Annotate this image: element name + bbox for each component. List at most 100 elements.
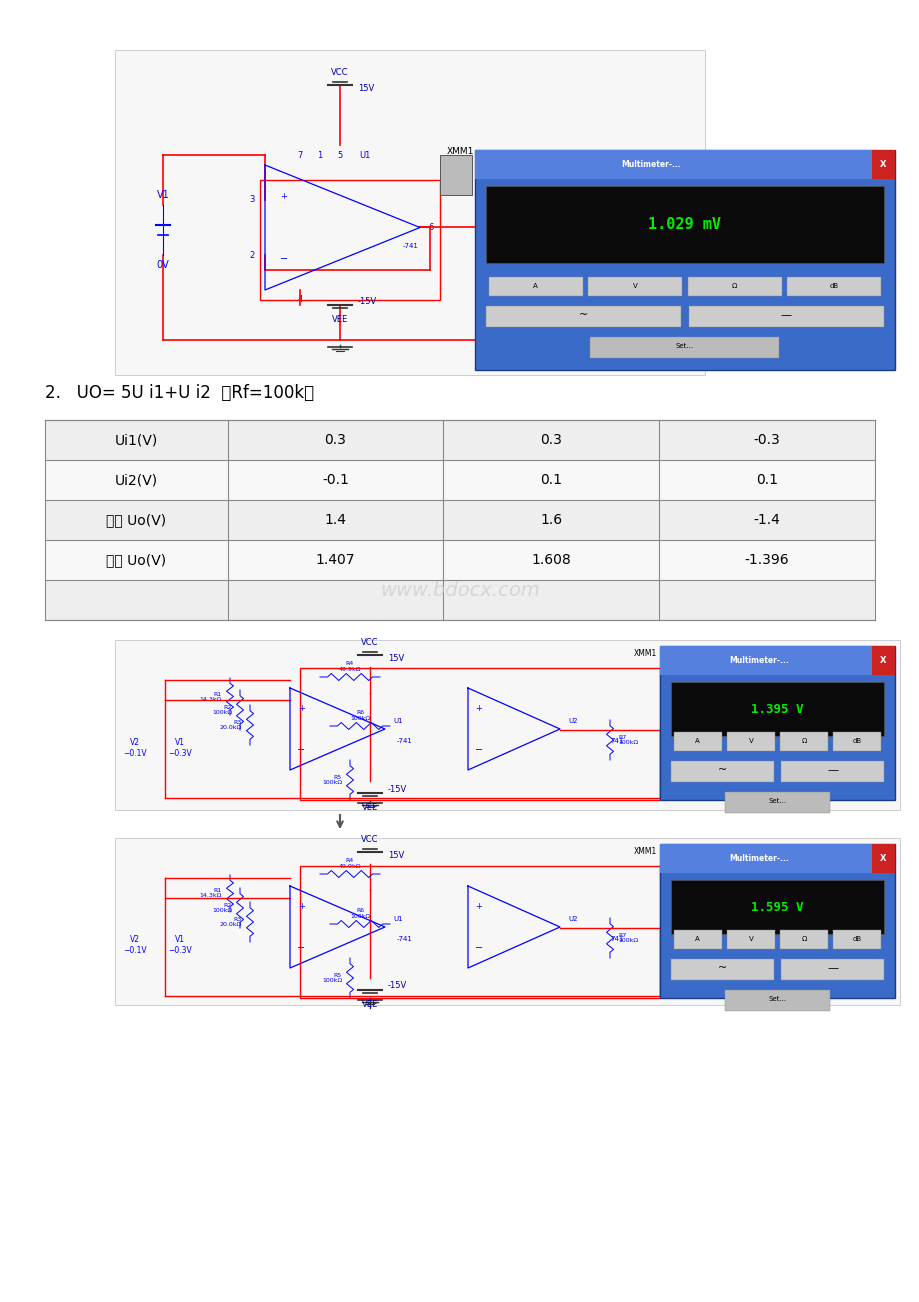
Bar [45, 579, 874, 620]
Bar [590, 337, 778, 358]
Text: R5
100kΩ: R5 100kΩ [322, 775, 342, 785]
Text: X: X [879, 160, 886, 169]
Bar [726, 732, 774, 750]
Text: Ω: Ω [732, 284, 737, 289]
Text: dB: dB [852, 936, 861, 943]
Bar [687, 277, 781, 296]
Bar [670, 682, 883, 737]
Text: V1
−0.3V: V1 −0.3V [168, 738, 192, 758]
Bar [833, 732, 880, 750]
Text: +: + [280, 191, 287, 201]
Text: Ui2(V): Ui2(V) [115, 473, 158, 487]
Text: ~: ~ [717, 963, 726, 973]
Bar [673, 931, 720, 949]
Bar [45, 540, 874, 579]
Text: R7
100kΩ: R7 100kΩ [618, 932, 638, 944]
Text: Ω: Ω [800, 936, 806, 943]
Text: +: + [475, 902, 482, 911]
Bar [115, 641, 899, 810]
Text: −: − [474, 745, 482, 754]
Text: V1: V1 [156, 190, 169, 201]
Bar [439, 155, 471, 195]
Text: 1.029 mV: 1.029 mV [648, 217, 720, 233]
Text: A: A [695, 936, 699, 943]
Text: 0.3: 0.3 [324, 434, 346, 447]
Bar [260, 180, 439, 299]
Bar [871, 844, 894, 872]
Bar [115, 838, 899, 1005]
Text: U1: U1 [392, 917, 403, 922]
Text: 1.395 V: 1.395 V [751, 703, 803, 716]
Text: 0.3: 0.3 [539, 434, 562, 447]
Text: XMM1: XMM1 [632, 846, 656, 855]
Bar [787, 277, 880, 296]
Text: -0.3: -0.3 [753, 434, 779, 447]
Text: 2: 2 [249, 250, 255, 259]
Text: V1
−0.3V: V1 −0.3V [168, 935, 192, 954]
Text: 15V: 15V [388, 655, 403, 664]
Bar [670, 880, 883, 935]
Text: R4
49.9kΩ: R4 49.9kΩ [338, 661, 361, 672]
Text: —: — [826, 963, 837, 973]
Text: 0.1: 0.1 [539, 473, 562, 487]
Bar [474, 150, 894, 178]
Text: U1: U1 [359, 151, 370, 160]
Text: R6
100kΩ: R6 100kΩ [349, 710, 369, 721]
Text: 15V: 15V [357, 85, 374, 94]
Text: R1
14.3kΩ: R1 14.3kΩ [199, 691, 221, 702]
Text: 15V: 15V [388, 852, 403, 861]
Text: Set...: Set... [675, 344, 693, 349]
Text: VEE: VEE [361, 1000, 378, 1009]
Bar [779, 732, 827, 750]
Text: −: − [474, 943, 482, 953]
Text: X: X [879, 656, 886, 665]
Bar [871, 646, 894, 674]
Text: V2
−0.1V: V2 −0.1V [123, 738, 147, 758]
Bar [485, 306, 681, 327]
Text: R5
100kΩ: R5 100kΩ [322, 973, 342, 983]
Text: 2.   UO= 5U i1+U i2  （Rf=100k）: 2. UO= 5U i1+U i2 （Rf=100k） [45, 384, 313, 402]
Text: R1
14.3kΩ: R1 14.3kΩ [199, 888, 221, 898]
Text: U2: U2 [567, 717, 577, 724]
Text: 1.595 V: 1.595 V [751, 901, 803, 914]
Text: U2: U2 [567, 917, 577, 922]
Bar [300, 668, 659, 799]
Text: 1.608: 1.608 [531, 553, 571, 566]
Bar [673, 732, 720, 750]
Bar [485, 186, 883, 263]
Text: 7: 7 [297, 151, 302, 160]
Text: dB: dB [852, 738, 861, 745]
Bar [659, 844, 894, 872]
Bar [670, 960, 773, 980]
Text: 741: 741 [609, 936, 623, 943]
Bar [45, 460, 874, 500]
Text: Multimeter-...: Multimeter-... [728, 656, 788, 665]
Text: -741: -741 [397, 936, 413, 943]
Text: ⚡: ⚡ [451, 171, 460, 180]
Bar [115, 49, 704, 375]
Bar [833, 931, 880, 949]
Text: -1.4: -1.4 [753, 513, 779, 527]
Text: R2
100kΩ: R2 100kΩ [211, 704, 232, 715]
Text: -1.396: -1.396 [744, 553, 789, 566]
Text: dB: dB [829, 284, 838, 289]
Text: 1: 1 [317, 151, 323, 160]
Bar [300, 866, 659, 999]
Bar [780, 760, 883, 781]
Bar [474, 150, 894, 370]
Text: -15V: -15V [357, 297, 377, 306]
Text: -741: -741 [403, 243, 418, 249]
Text: ~: ~ [717, 766, 726, 775]
Bar [659, 646, 894, 674]
Text: VCC: VCC [361, 638, 379, 647]
Text: —: — [780, 310, 791, 320]
Text: VEE: VEE [332, 315, 347, 324]
Text: +: + [475, 704, 482, 713]
Bar [587, 277, 682, 296]
Text: R6
100kΩ: R6 100kΩ [349, 909, 369, 919]
Text: A: A [695, 738, 699, 745]
Text: +: + [298, 704, 304, 713]
Text: 测量 Uo(V): 测量 Uo(V) [106, 553, 166, 566]
Text: —: — [826, 766, 837, 775]
Bar [45, 421, 874, 460]
